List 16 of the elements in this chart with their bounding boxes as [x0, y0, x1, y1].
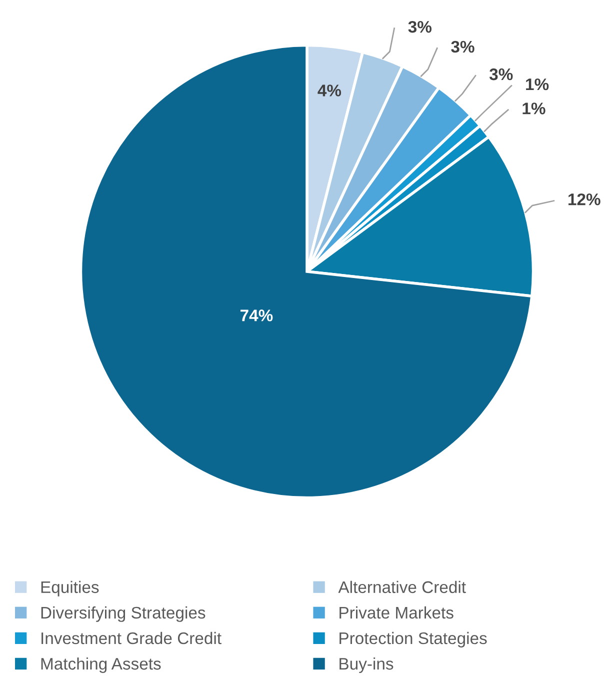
legend-label: Alternative Credit	[338, 580, 466, 594]
data-label: 1%	[526, 78, 549, 90]
legend-label: Private Markets	[340, 606, 454, 619]
data-label: 12%	[568, 193, 600, 206]
data-label: 74%	[240, 310, 273, 322]
data-label: 3%	[489, 68, 513, 80]
data-label: 3%	[451, 40, 474, 53]
legend-label: Protection Stategies	[340, 632, 487, 648]
data-label: 4%	[318, 84, 342, 96]
legend-label: Matching Assets	[41, 657, 161, 673]
legend-label: Equities	[41, 580, 99, 596]
legend-label: Diversifying Strategies	[41, 606, 206, 622]
legend-label: Investment Grade Credit	[42, 632, 222, 644]
data-label: 1%	[522, 102, 546, 114]
legend-label: Buy-ins	[340, 657, 394, 673]
data-label: 3%	[408, 20, 432, 33]
